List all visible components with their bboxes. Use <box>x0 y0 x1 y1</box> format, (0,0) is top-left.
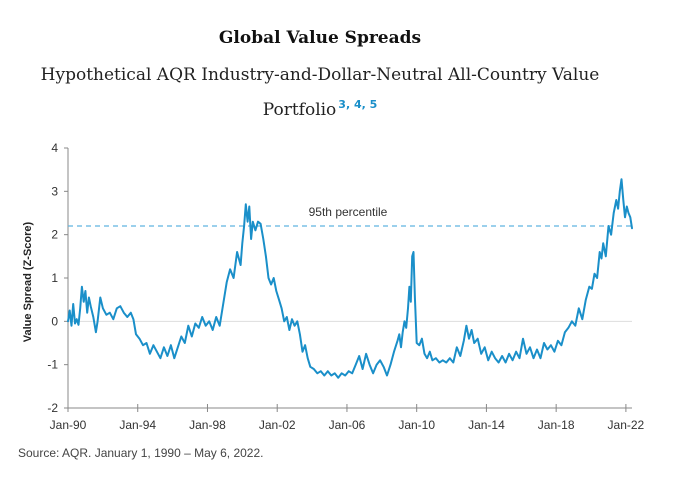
y-tick-label: -2 <box>47 401 58 415</box>
x-tick-label: Jan-94 <box>119 418 156 432</box>
x-tick-label: Jan-22 <box>608 418 645 432</box>
y-tick-label: 0 <box>51 314 58 328</box>
x-tick-label: Jan-06 <box>329 418 366 432</box>
source-note: Source: AQR. January 1, 1990 – May 6, 20… <box>18 446 264 460</box>
y-axis-title: Value Spread (Z-Score) <box>22 221 34 342</box>
y-tick-label: 4 <box>51 141 58 155</box>
x-tick-label: Jan-02 <box>259 418 296 432</box>
chart-series <box>67 178 633 379</box>
chart-subtitle: Hypothetical AQR Industry-and-Dollar-Neu… <box>10 60 630 125</box>
y-tick-label: 2 <box>51 228 58 242</box>
value-spread-chart: 4 3 2 1 0 -1 -2 Value Spread (Z-Score) Jan-90 Jan… <box>22 141 645 432</box>
chart-subtitle-text: Hypothetical AQR Industry-and-Dollar-Neu… <box>40 65 600 120</box>
percentile-reference: 95th percentile <box>68 205 632 227</box>
y-tick-label: 1 <box>51 271 58 285</box>
y-tick-label: 3 <box>51 184 58 198</box>
x-tick-label: Jan-98 <box>189 418 226 432</box>
x-tick-label: Jan-10 <box>398 418 435 432</box>
chart-title: Global Value Spreads <box>218 28 422 48</box>
series-line <box>67 178 633 379</box>
x-tick-label: Jan-18 <box>538 418 575 432</box>
x-tick-label: Jan-90 <box>50 418 87 432</box>
y-tick-label: -1 <box>47 358 58 372</box>
footnote-refs: 3, 4, 5 <box>338 98 378 111</box>
x-tick-label: Jan-14 <box>468 418 505 432</box>
percentile-label: 95th percentile <box>309 205 388 219</box>
chart-axes: 4 3 2 1 0 -1 -2 Value Spread (Z-Score) Jan-90 Jan… <box>22 141 645 432</box>
